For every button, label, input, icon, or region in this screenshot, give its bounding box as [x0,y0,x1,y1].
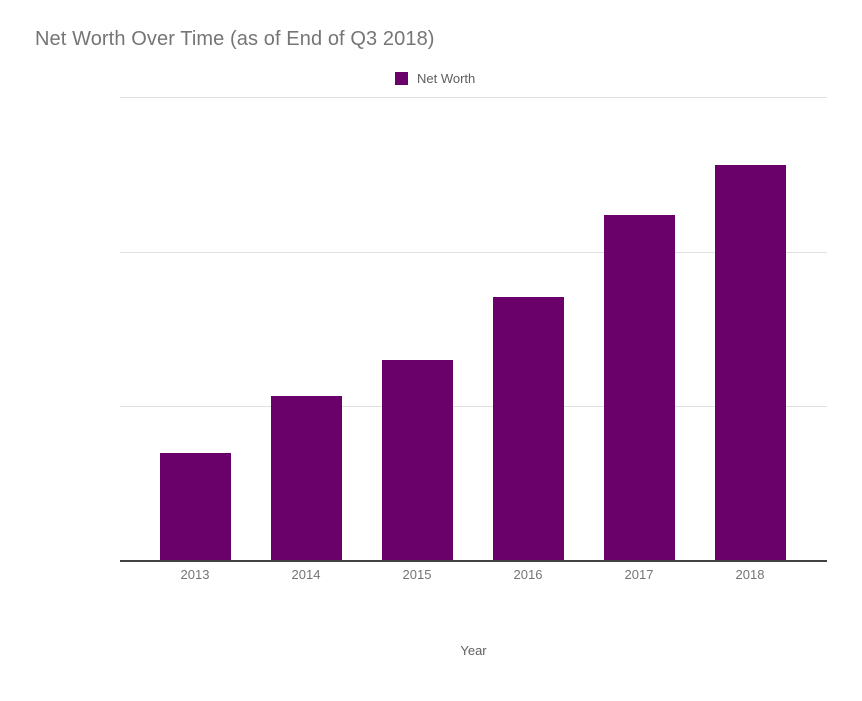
legend-label: Net Worth [417,70,476,86]
bar-2017[interactable] [603,215,675,561]
bar-2015[interactable] [381,360,453,561]
x-tick-label: 2015 [402,567,432,582]
bar-2016[interactable] [492,297,564,561]
x-tick-label: 2017 [624,567,654,582]
bar-2018[interactable] [714,165,786,561]
legend-swatch-icon [395,71,408,85]
gridline [120,251,827,253]
chart-title: Net Worth Over Time (as of End of Q3 201… [35,28,435,50]
x-tick-label: 2018 [735,567,765,582]
plot-area [120,97,827,562]
bar-2014[interactable] [270,396,342,561]
x-axis-title: Year [460,643,487,658]
bar-2013[interactable] [159,453,231,561]
legend: Net Worth [395,70,476,86]
x-tick-label: 2014 [291,567,321,582]
x-tick-label: 2016 [513,567,543,582]
gridline [120,406,827,408]
x-axis-line [120,560,827,562]
gridline [120,97,827,98]
x-tick-label: 2013 [180,567,210,582]
